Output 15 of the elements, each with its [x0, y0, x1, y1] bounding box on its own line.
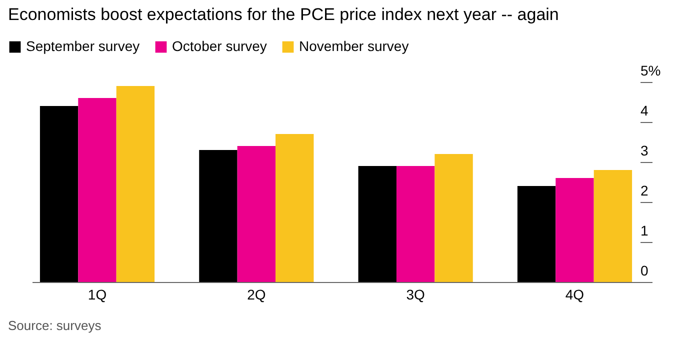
x-tick-label: 3Q [406, 286, 426, 302]
y-tick-label: 3 [640, 142, 648, 158]
legend-label: October survey [172, 38, 267, 54]
x-tick-label: 4Q [565, 286, 584, 302]
source-note: Source: surveys [8, 318, 102, 333]
y-tick-label: 5% [640, 62, 661, 78]
chart-title: Economists boost expectations for the PCE price index next year -- again [8, 5, 559, 24]
x-tick-label: 1Q [88, 286, 107, 302]
legend-label: September survey [26, 38, 140, 54]
legend-label: November survey [299, 38, 409, 54]
y-tick-label: 2 [640, 182, 648, 198]
y-tick-label: 1 [640, 222, 648, 238]
x-tick-label: 2Q [247, 286, 266, 302]
y-tick-label: 0 [640, 262, 648, 278]
y-tick-label: 4 [640, 102, 648, 118]
